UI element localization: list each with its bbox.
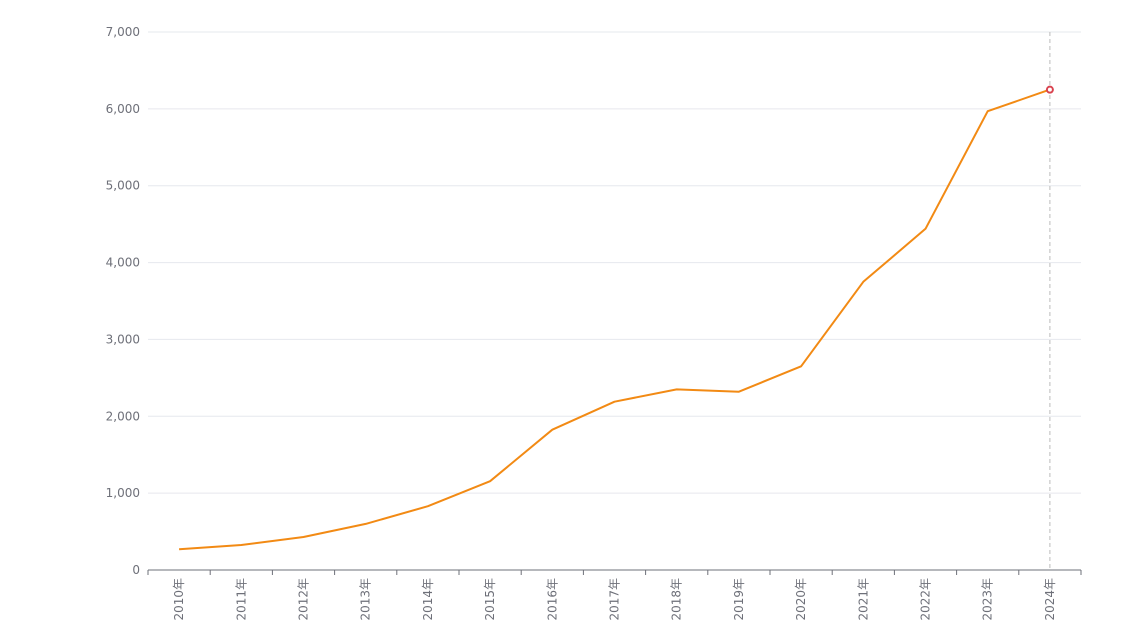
x-tick-label: 2011年 [234,578,248,621]
x-tick-label: 2021年 [856,578,870,621]
y-tick-label: 2,000 [106,409,140,423]
x-axis [147,569,1082,575]
x-tick-label: 2016年 [545,578,559,621]
x-tick-label: 2017年 [608,578,622,621]
x-tick-label: 2020年 [794,578,808,621]
x-tick-label: 2023年 [981,578,995,621]
series-group [179,88,1051,551]
x-tick-label: 2015年 [483,578,497,621]
x-tick-label: 2013年 [359,578,373,621]
grid-lines [148,31,1081,494]
x-tick-label: 2019年 [732,578,746,621]
y-tick-label: 5,000 [106,179,140,193]
x-tick-label: 2010年 [172,578,186,621]
x-tick-label: 2012年 [297,578,311,621]
y-tick-label: 1,000 [106,486,140,500]
y-axis-labels: 0 1,000 2,000 3,000 4,000 5,000 6,000 7,000 [106,25,140,577]
y-tick-label: 7,000 [106,25,140,39]
highlight-markers [1045,85,1054,94]
x-tick-label: 2018年 [670,578,684,621]
y-tick-label: 4,000 [106,256,140,270]
y-tick-label: 0 [132,563,140,577]
series-line [179,88,1051,551]
highlight-point[interactable] [1045,85,1054,94]
x-tick-label: 2024年 [1043,578,1057,621]
y-tick-label: 3,000 [106,332,140,346]
x-tick-label: 2022年 [919,578,933,621]
y-tick-label: 6,000 [106,102,140,116]
x-axis-labels: 2010年 2011年 2012年 2013年 2014年 2015年 2016年 2017年… [172,578,1057,621]
x-tick-label: 2014年 [421,578,435,621]
